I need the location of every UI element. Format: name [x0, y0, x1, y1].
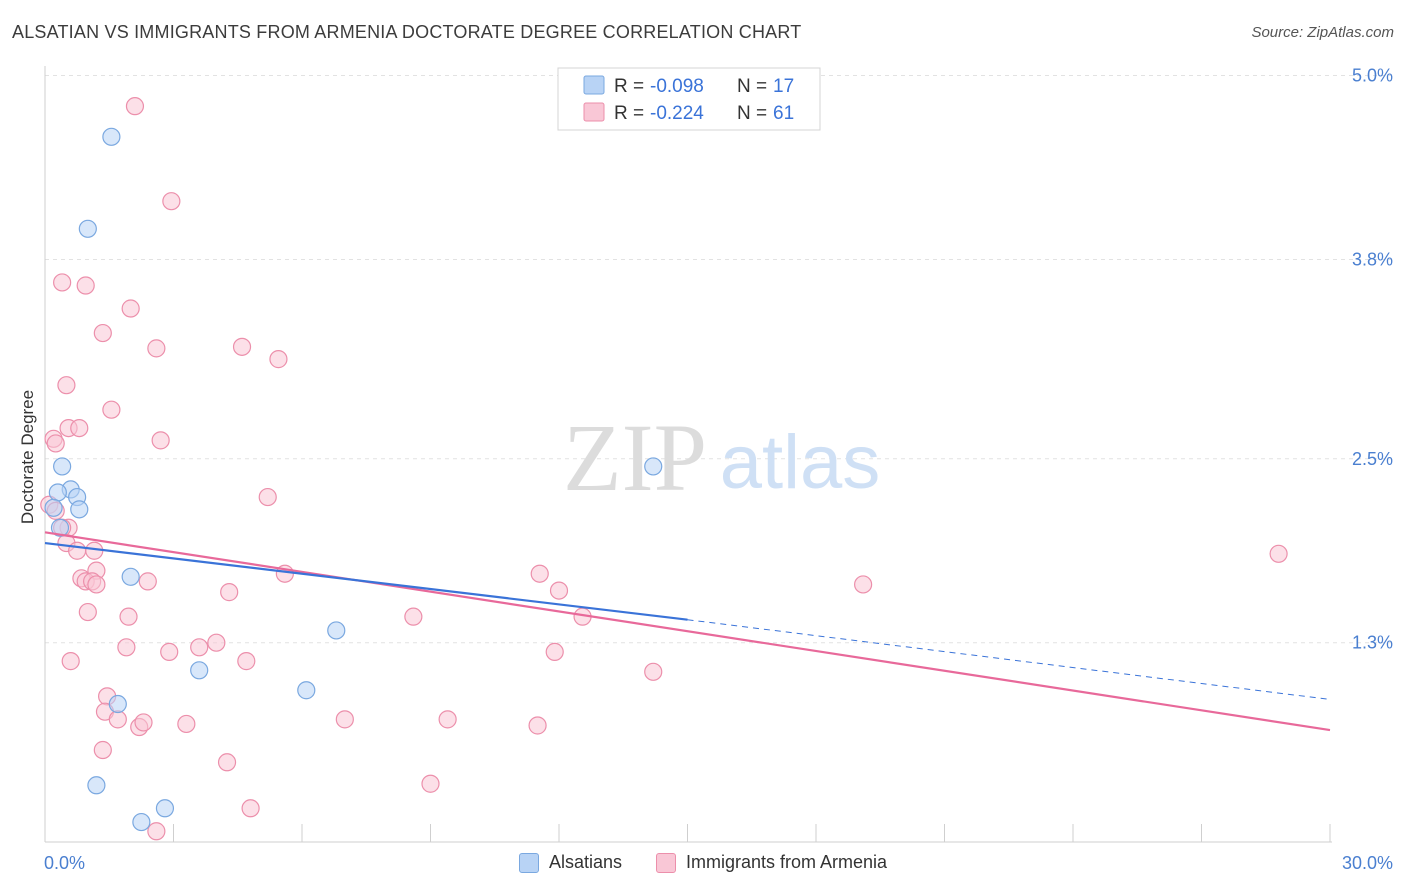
trend-line-alsatians-extension [687, 619, 1331, 700]
point-alsatians [102, 127, 121, 146]
stats-r-label: R = [614, 76, 644, 97]
point-immigrants-from-armenia [644, 662, 663, 681]
grid-lines [45, 75, 1392, 644]
point-immigrants-from-armenia [404, 607, 423, 626]
legend-label: Alsatians [548, 852, 622, 872]
stats-r-label: R = [614, 103, 644, 124]
point-alsatians [48, 483, 67, 502]
point-immigrants-from-armenia [258, 487, 277, 507]
stats-r-value: -0.224 [650, 103, 704, 124]
point-alsatians [108, 694, 127, 714]
trend-lines [44, 531, 1331, 732]
stats-swatch-pink [583, 102, 605, 122]
x-tick-label: 30.0% [1342, 853, 1393, 873]
legend-label: Immigrants from Armenia [685, 852, 888, 872]
y-tick-label: 1.3% [1352, 633, 1393, 653]
point-immigrants-from-armenia [53, 273, 72, 292]
point-immigrants-from-armenia [207, 633, 226, 652]
stats-n-label: N = [737, 103, 767, 124]
point-alsatians [297, 681, 316, 700]
point-alsatians [327, 621, 346, 640]
x-tick-label: 0.0% [44, 853, 85, 873]
point-alsatians [44, 498, 63, 517]
point-immigrants-from-armenia [545, 642, 564, 662]
point-immigrants-from-armenia [530, 564, 549, 583]
point-alsatians [50, 518, 70, 537]
stats-n-value: 61 [773, 103, 794, 124]
y-tick-label: 3.8% [1352, 249, 1393, 269]
point-immigrants-from-armenia [121, 299, 140, 318]
point-immigrants-from-armenia [151, 431, 170, 450]
point-immigrants-from-armenia [138, 572, 157, 591]
point-alsatians [121, 567, 140, 586]
legend-swatch-blue [518, 852, 539, 873]
point-immigrants-from-armenia [119, 607, 138, 626]
point-immigrants-from-armenia [78, 602, 97, 622]
point-immigrants-from-armenia [269, 350, 288, 369]
point-immigrants-from-armenia [162, 192, 181, 211]
point-immigrants-from-armenia [134, 713, 153, 732]
point-immigrants-from-armenia [854, 575, 873, 594]
point-immigrants-from-armenia [237, 652, 256, 671]
watermark-zip: ZIP [563, 404, 707, 511]
point-alsatians [644, 457, 663, 476]
point-immigrants-from-armenia [232, 337, 252, 356]
stats-n-label: N = [737, 76, 767, 97]
point-immigrants-from-armenia [87, 575, 106, 594]
point-immigrants-from-armenia [46, 434, 65, 453]
y-tick-label: 5.0% [1352, 66, 1393, 86]
point-immigrants-from-armenia [1269, 544, 1288, 563]
point-immigrants-from-armenia [68, 541, 87, 560]
point-immigrants-from-armenia [70, 418, 89, 438]
series-alsatians [44, 127, 663, 832]
legend-item-alsatians[interactable]: Alsatians [518, 852, 622, 873]
point-alsatians [87, 776, 106, 795]
y-tick-label: 2.5% [1352, 449, 1393, 469]
trend-line-immigrants-from-armenia [44, 531, 1331, 732]
point-immigrants-from-armenia [177, 714, 196, 734]
stats-legend: R = -0.098 N = 17 R = -0.224 N = 61 [557, 67, 821, 131]
trend-line-alsatians [44, 541, 688, 621]
point-immigrants-from-armenia [76, 276, 95, 295]
point-immigrants-from-armenia [61, 652, 80, 671]
point-immigrants-from-armenia [102, 400, 121, 419]
chart-title: ALSATIAN VS IMMIGRANTS FROM ARMENIA DOCT… [12, 22, 802, 42]
watermark-atlas: atlas [720, 420, 881, 505]
point-immigrants-from-armenia [57, 376, 76, 395]
tick-labels: 1.3% 2.5% 3.8% 5.0% 0.0% 30.0% [44, 66, 1393, 874]
point-immigrants-from-armenia [93, 740, 112, 760]
point-immigrants-from-armenia [190, 638, 209, 657]
axes [44, 66, 1332, 843]
point-immigrants-from-armenia [217, 753, 237, 772]
point-immigrants-from-armenia [438, 710, 457, 729]
point-immigrants-from-armenia [549, 581, 569, 600]
point-immigrants-from-armenia [117, 638, 136, 657]
point-alsatians [155, 799, 175, 818]
y-axis-label: Doctorate Degree [18, 390, 37, 524]
point-immigrants-from-armenia [147, 339, 166, 358]
point-alsatians [190, 661, 209, 680]
point-immigrants-from-armenia [241, 799, 260, 818]
point-immigrants-from-armenia [421, 774, 440, 793]
stats-n-value: 17 [773, 76, 794, 97]
point-alsatians [132, 812, 151, 832]
bottom-legend: Alsatians Immigrants from Armenia [0, 852, 1406, 873]
point-immigrants-from-armenia [125, 97, 145, 116]
stats-r-value: -0.098 [650, 76, 704, 97]
point-alsatians [53, 457, 72, 476]
point-immigrants-from-armenia [93, 323, 112, 343]
point-immigrants-from-armenia [108, 710, 127, 729]
point-alsatians [70, 500, 89, 519]
legend-swatch-pink [655, 852, 676, 873]
stats-swatch-blue [583, 75, 605, 95]
point-immigrants-from-armenia [147, 822, 166, 841]
point-immigrants-from-armenia [335, 710, 354, 729]
point-immigrants-from-armenia [528, 716, 547, 735]
legend-item-immigrants-from-armenia[interactable]: Immigrants from Armenia [655, 852, 888, 873]
point-alsatians [78, 219, 97, 238]
source-label: Source: ZipAtlas.com [1251, 24, 1394, 41]
point-immigrants-from-armenia [160, 642, 179, 662]
point-immigrants-from-armenia [220, 583, 239, 602]
